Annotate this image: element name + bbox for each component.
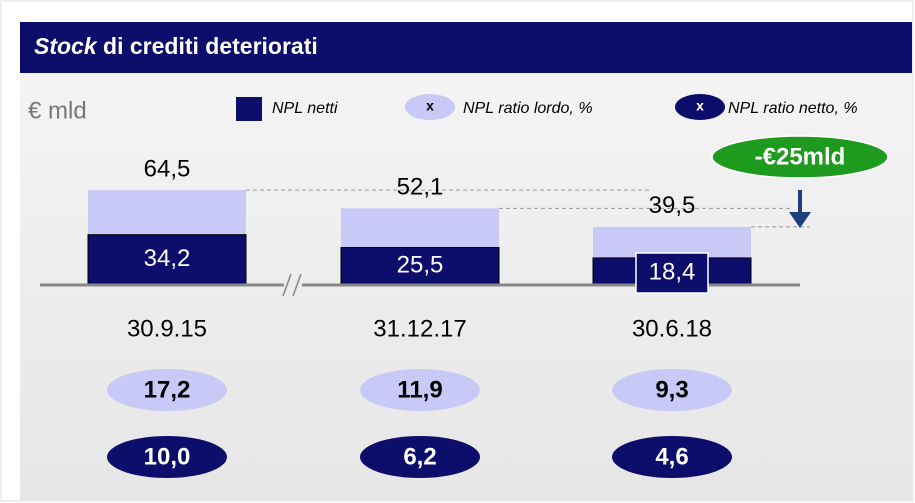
unit-label: € mld [28, 97, 87, 124]
value-label: 64,5 [144, 155, 191, 182]
axis-break [282, 273, 302, 297]
title-bar [20, 22, 912, 73]
value-label: 39,5 [649, 192, 696, 219]
value-label: 52,1 [397, 174, 444, 201]
x-tick-label: 31.12.17 [373, 315, 466, 342]
ratio-bubble [360, 436, 480, 478]
annotation-bubble [711, 135, 889, 179]
legend-swatch [236, 97, 262, 121]
bar [87, 234, 247, 286]
ratio-label: 9,3 [655, 376, 688, 403]
ratio-bubble [612, 436, 732, 478]
ratio-bubble [107, 436, 227, 478]
value-label: 18,4 [649, 258, 696, 285]
legend-label: NPL netti [272, 100, 338, 117]
ratio-label: 17,2 [144, 376, 191, 403]
x-tick-label: 30.6.18 [632, 315, 712, 342]
ratio-bubble [360, 369, 480, 411]
legend-swatch [675, 94, 725, 120]
ratio-label: 6,2 [403, 443, 436, 470]
legend-marker-text: x [696, 98, 704, 114]
annotation: -€25mld [755, 143, 846, 170]
ratio-label: 10,0 [144, 443, 191, 470]
legend-swatch [405, 94, 455, 120]
legend-label: NPL ratio netto, % [728, 100, 858, 117]
value-label: 25,5 [397, 252, 444, 279]
ratio-label: 11,9 [397, 376, 442, 403]
x-tick-label: 30.9.15 [127, 315, 207, 342]
legend-label: NPL ratio lordo, % [463, 100, 593, 117]
ratio-bubble [107, 369, 227, 411]
ratio-label: 4,6 [655, 443, 688, 470]
ratio-bubble [612, 369, 732, 411]
value-label: 34,2 [144, 245, 191, 272]
legend-marker-text: x [426, 98, 434, 114]
chart-title: Stock di crediti deteriorati [34, 33, 318, 59]
bar [340, 246, 500, 286]
value-label-box [635, 252, 709, 294]
arrow-head [789, 212, 811, 228]
